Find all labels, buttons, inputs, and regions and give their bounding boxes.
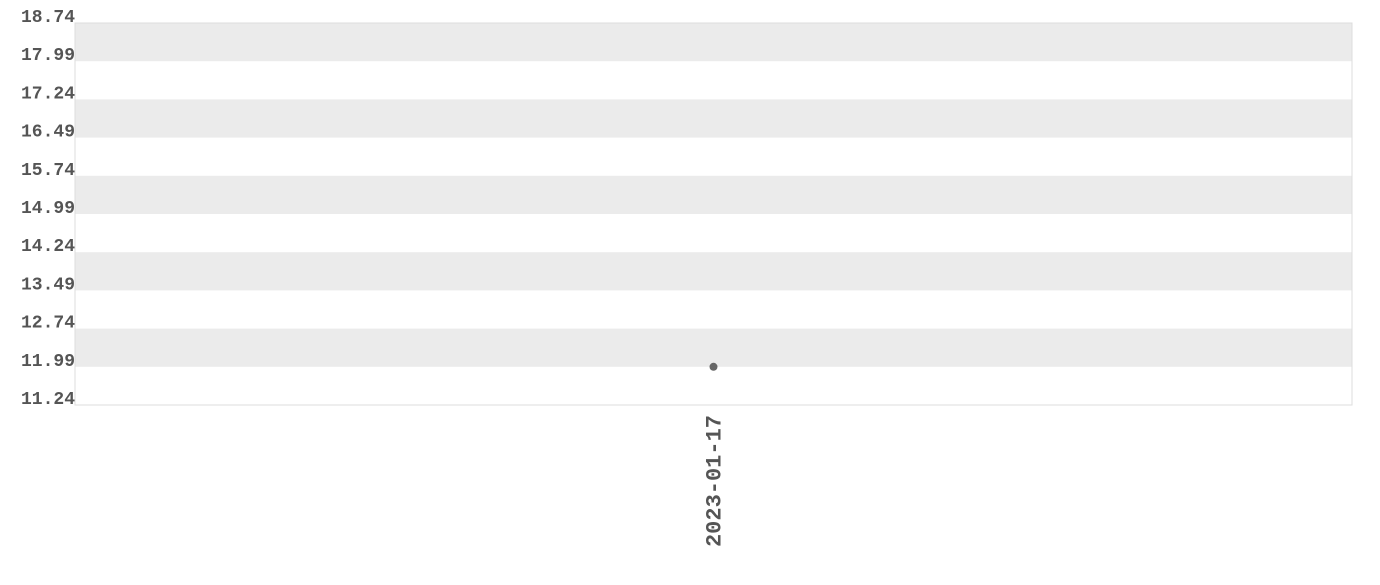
grid-band — [75, 252, 1352, 291]
x-tick-label: 2023-01-17 — [703, 415, 728, 547]
y-tick-label: 14.24 — [21, 237, 75, 257]
y-tick-label: 13.49 — [21, 275, 75, 295]
grid-band — [75, 23, 1352, 62]
y-tick-label: 11.99 — [21, 352, 75, 372]
data-point — [709, 362, 718, 371]
grid-band — [75, 175, 1352, 214]
y-tick-label: 12.74 — [21, 314, 75, 334]
y-tick-label: 16.49 — [21, 123, 75, 143]
y-tick-label: 14.99 — [21, 199, 75, 219]
y-tick-label: 18.74 — [21, 8, 75, 28]
y-tick-label: 17.24 — [21, 84, 75, 104]
plot-border — [74, 22, 1353, 406]
y-tick-label: 15.74 — [21, 161, 75, 181]
grid-band — [75, 328, 1352, 367]
y-tick-label: 17.99 — [21, 46, 75, 66]
grid-band — [75, 99, 1352, 138]
y-tick-label: 11.24 — [21, 390, 75, 410]
